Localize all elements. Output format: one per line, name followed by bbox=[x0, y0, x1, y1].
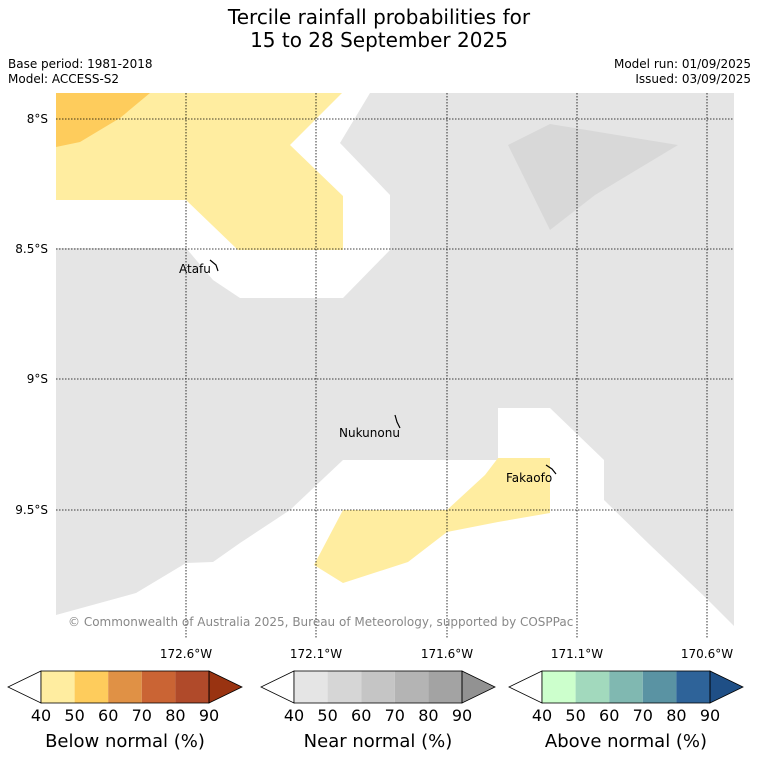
colorbar-segment bbox=[609, 671, 643, 703]
meta-right: Model run: 01/09/2025 Issued: 03/09/2025 bbox=[614, 57, 751, 87]
colorbar-segment bbox=[74, 671, 109, 703]
colorbar-arrow-high bbox=[461, 670, 496, 704]
colorbar-tick-label: 60 bbox=[351, 706, 371, 725]
colorbar-arrow-low bbox=[508, 670, 543, 704]
colorbar-segment bbox=[428, 671, 462, 703]
colorbar-ticks: 40 50 60 70 80 90 bbox=[284, 706, 472, 725]
colorbars: 40 50 60 70 80 90 Below normal (%) 40 50 60 70 80 90… bbox=[7, 670, 744, 752]
colorbar-arrow-high bbox=[709, 670, 744, 704]
issued-date: Issued: 03/09/2025 bbox=[635, 72, 751, 86]
fakaofo-atoll-outline bbox=[545, 464, 557, 475]
colorbar-tick-label: 40 bbox=[31, 706, 51, 725]
colorbar-tick-label: 80 bbox=[418, 706, 438, 725]
near-normal-darker-region bbox=[508, 124, 678, 230]
colorbar-tick-label: 90 bbox=[700, 706, 720, 725]
lon-label: 172.6°W bbox=[160, 647, 212, 661]
map-title: Tercile rainfall probabilities for 15 to… bbox=[0, 6, 758, 52]
colorbar-tick-label: 40 bbox=[532, 706, 552, 725]
colorbar-ticks: 40 50 60 70 80 90 bbox=[31, 706, 219, 725]
colorbar-tick-label: 70 bbox=[385, 706, 405, 725]
copyright-notice: © Commonwealth of Australia 2025, Bureau… bbox=[68, 615, 573, 629]
colorbar-ticks: 40 50 60 70 80 90 bbox=[532, 706, 720, 725]
colorbar-tick-label: 80 bbox=[165, 706, 185, 725]
graticule bbox=[56, 93, 734, 638]
colorbar-arrow-low bbox=[7, 670, 42, 704]
below-normal-region-south bbox=[314, 458, 550, 583]
colorbar-arrow-low bbox=[260, 670, 295, 704]
colorbar-segment bbox=[394, 671, 429, 703]
colorbar-arrow-high bbox=[208, 670, 243, 704]
colorbar-tick-label: 60 bbox=[98, 706, 118, 725]
colorbar-title: Near normal (%) bbox=[304, 731, 453, 752]
lat-label: 9°S bbox=[27, 372, 48, 386]
lat-label: 9.5°S bbox=[15, 503, 48, 517]
colorbar-tick-label: 40 bbox=[284, 706, 304, 725]
above-normal-colorbar: 40 50 60 70 80 90 Above normal (%) bbox=[508, 670, 744, 752]
colorbar-tick-label: 50 bbox=[64, 706, 84, 725]
colorbar-segment bbox=[41, 671, 75, 703]
colorbar-segment bbox=[294, 671, 328, 703]
colorbar-title: Below normal (%) bbox=[45, 731, 205, 752]
colorbar-outline bbox=[293, 670, 463, 704]
colorbar-segment bbox=[108, 671, 142, 703]
colorbar-segment bbox=[642, 671, 677, 703]
colorbar-tick-label: 60 bbox=[599, 706, 619, 725]
lon-label: 170.6°W bbox=[681, 647, 733, 661]
meta-left: Base period: 1981-2018 Model: ACCESS-S2 bbox=[8, 57, 153, 87]
lon-label: 172.1°W bbox=[290, 647, 342, 661]
colorbar-tick-label: 80 bbox=[666, 706, 686, 725]
colorbar-outline bbox=[541, 670, 711, 704]
place-label-nukunonu: Nukunonu bbox=[339, 426, 400, 440]
title-line-2: 15 to 28 September 2025 bbox=[250, 28, 508, 52]
colorbar-segment bbox=[542, 671, 576, 703]
colorbar-tick-label: 70 bbox=[132, 706, 152, 725]
atafu-atoll-outline bbox=[209, 259, 219, 272]
colorbar-title: Above normal (%) bbox=[545, 731, 707, 752]
place-label-fakaofo: Fakaofo bbox=[506, 471, 552, 485]
lon-label: 171.1°W bbox=[551, 647, 603, 661]
colorbar-tick-label: 90 bbox=[452, 706, 472, 725]
colorbar-segment bbox=[327, 671, 362, 703]
place-label-atafu: Atafu bbox=[179, 262, 211, 276]
colorbar-segment bbox=[361, 671, 395, 703]
model-name: Model: ACCESS-S2 bbox=[8, 72, 120, 86]
title-line-1: Tercile rainfall probabilities for bbox=[227, 5, 531, 29]
lon-label: 171.6°W bbox=[421, 647, 473, 661]
colorbar-tick-label: 70 bbox=[633, 706, 653, 725]
near-normal-region bbox=[56, 93, 734, 626]
below-normal-region-north bbox=[56, 93, 343, 250]
near-normal-colorbar: 40 50 60 70 80 90 Near normal (%) bbox=[260, 670, 496, 752]
below-normal-colorbar: 40 50 60 70 80 90 Below normal (%) bbox=[7, 670, 243, 752]
colorbar-tick-label: 50 bbox=[565, 706, 585, 725]
colorbar-tick-label: 50 bbox=[317, 706, 337, 725]
colorbar-segment bbox=[676, 671, 710, 703]
colorbar-outline bbox=[40, 670, 210, 704]
colorbar-tick-label: 90 bbox=[199, 706, 219, 725]
colorbar-segment bbox=[141, 671, 176, 703]
lat-label: 8.5°S bbox=[15, 242, 48, 256]
colorbar-segment bbox=[175, 671, 209, 703]
lat-label: 8°S bbox=[27, 112, 48, 126]
base-period: Base period: 1981-2018 bbox=[8, 57, 153, 71]
nukunonu-atoll-outline bbox=[394, 414, 401, 429]
colorbar-segment bbox=[575, 671, 610, 703]
below-normal-region-darker bbox=[56, 93, 150, 147]
model-run: Model run: 01/09/2025 bbox=[613, 57, 751, 71]
